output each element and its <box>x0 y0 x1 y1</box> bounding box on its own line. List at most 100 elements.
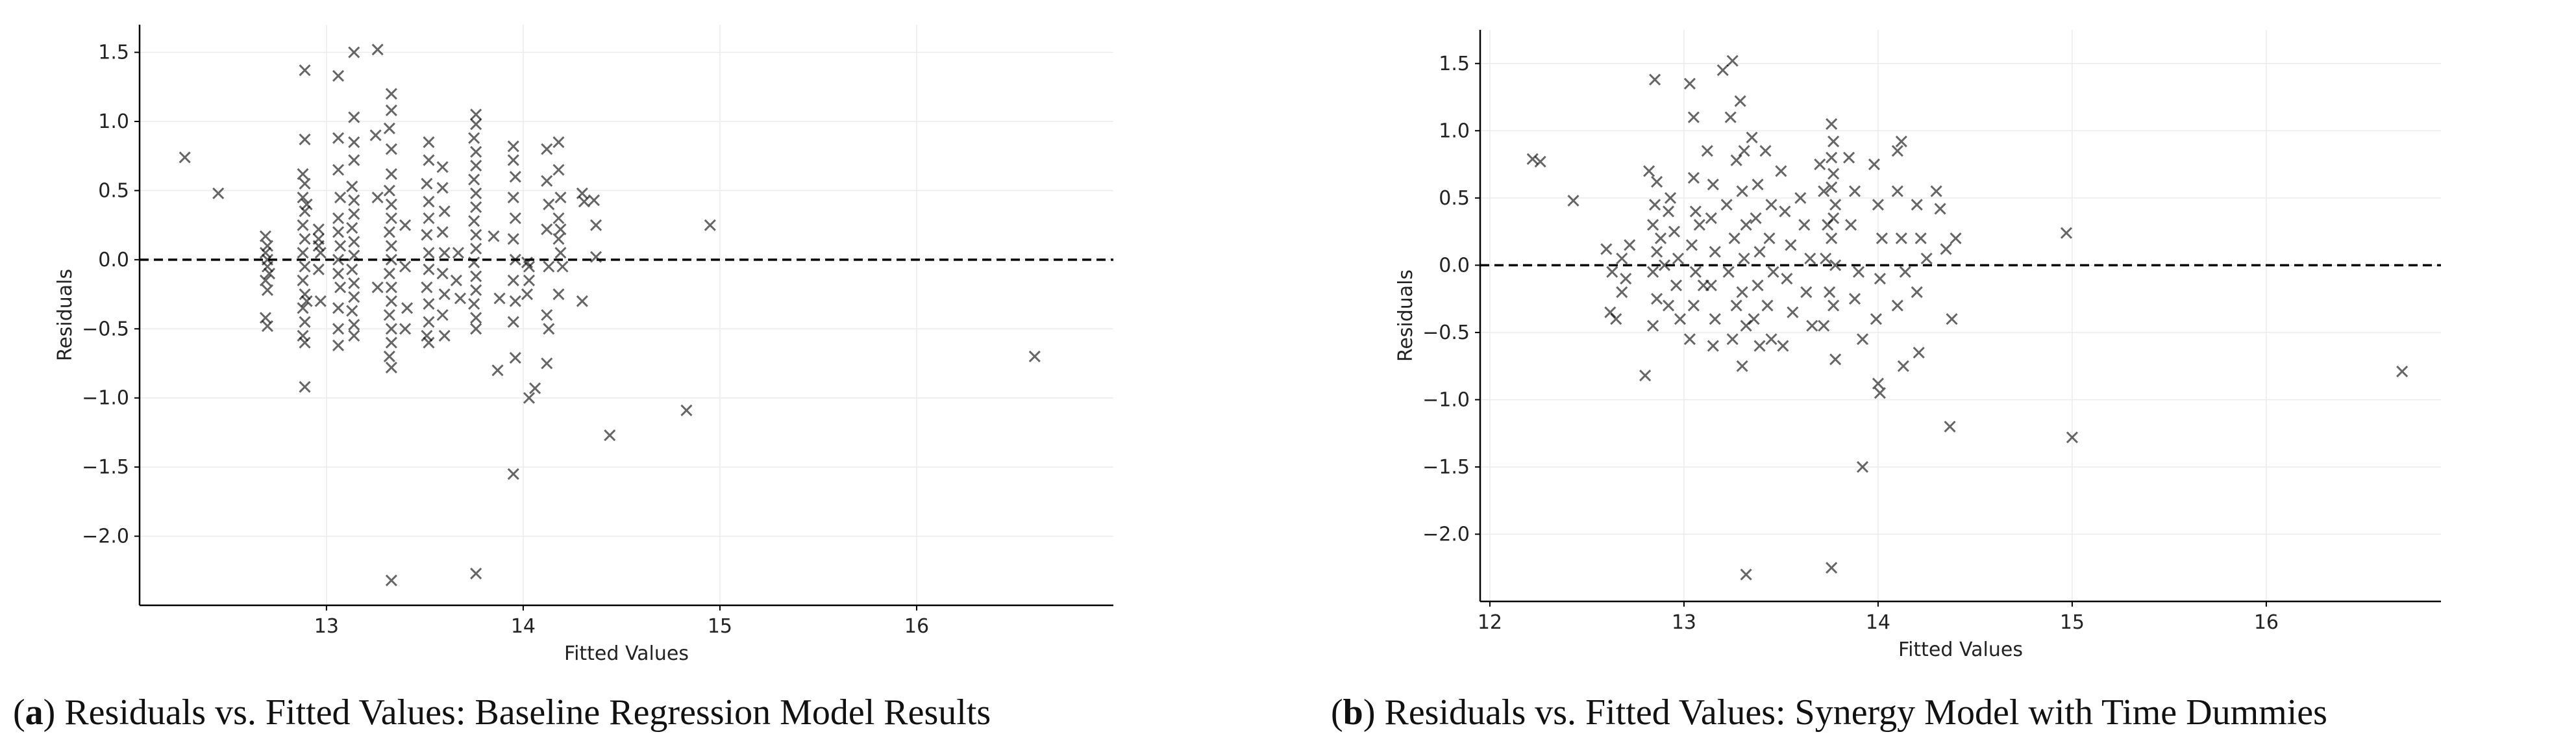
data-point <box>1870 313 1882 325</box>
data-point <box>1856 460 1869 473</box>
data-point <box>523 274 536 286</box>
data-point <box>470 242 482 255</box>
data-point <box>552 288 565 301</box>
data-point <box>1852 266 1865 278</box>
data-point <box>1913 346 1925 359</box>
data-point <box>438 205 451 218</box>
data-point <box>385 253 397 266</box>
x-axis-label: Fitted Values <box>1898 638 2023 661</box>
data-point <box>1829 353 1842 366</box>
data-point <box>1818 185 1830 197</box>
data-point <box>383 184 395 197</box>
data-point <box>1726 55 1739 67</box>
data-point <box>452 247 464 259</box>
data-point <box>1848 185 1861 197</box>
data-point <box>1779 205 1791 218</box>
y-tick-label: 0.0 <box>98 249 129 271</box>
data-point <box>1748 313 1760 325</box>
data-point <box>1826 151 1838 164</box>
data-point <box>1826 118 1838 131</box>
data-point <box>314 295 327 307</box>
data-point <box>1683 77 1696 90</box>
data-point <box>1827 299 1840 312</box>
data-point <box>552 136 565 148</box>
data-point <box>1814 158 1826 171</box>
data-point <box>468 215 480 227</box>
data-point <box>541 223 553 236</box>
data-point <box>1891 185 1903 197</box>
data-point <box>299 133 311 145</box>
data-point <box>1683 333 1696 346</box>
data-point <box>1736 360 1748 372</box>
data-point <box>1685 239 1698 251</box>
data-point <box>1940 243 1952 255</box>
data-point <box>1767 266 1779 278</box>
data-point <box>1664 192 1677 204</box>
data-point <box>470 201 482 214</box>
data-point <box>436 182 449 194</box>
data-point <box>509 212 521 225</box>
data-point <box>1526 153 1539 165</box>
data-point <box>450 274 462 286</box>
data-point <box>1826 562 1838 574</box>
data-point <box>1827 135 1840 147</box>
data-point <box>1639 370 1652 382</box>
data-point <box>436 309 449 321</box>
data-point <box>1687 111 1700 123</box>
data-point <box>259 247 271 259</box>
data-point <box>423 136 435 148</box>
caption-a-text: Residuals vs. Fitted Values: Baseline Re… <box>64 692 991 733</box>
data-point <box>297 329 309 342</box>
data-point <box>1647 320 1659 332</box>
data-point <box>334 192 347 204</box>
caption-b-text: Residuals vs. Fitted Values: Synergy Mod… <box>1384 692 2327 733</box>
data-point <box>299 205 311 218</box>
data-point <box>299 381 311 393</box>
data-point <box>541 143 553 155</box>
data-point <box>543 198 555 210</box>
data-point <box>1895 135 1907 147</box>
data-point <box>1777 340 1789 352</box>
data-point <box>1759 145 1772 157</box>
data-point <box>423 247 435 259</box>
data-point <box>509 171 521 183</box>
data-point <box>2066 431 2078 444</box>
data-point <box>523 260 536 273</box>
data-point <box>1876 232 1888 245</box>
data-point <box>385 212 397 225</box>
data-point <box>348 46 360 58</box>
data-point <box>1620 272 1632 285</box>
data-point <box>1709 246 1721 258</box>
data-point <box>297 168 309 180</box>
data-point <box>1624 239 1636 251</box>
y-tick-label: −2.0 <box>82 525 129 548</box>
data-point <box>383 309 395 321</box>
data-point <box>314 247 327 259</box>
data-point <box>1856 333 1869 346</box>
data-point <box>1689 205 1702 218</box>
data-point <box>1705 212 1717 224</box>
data-point <box>470 270 482 283</box>
data-point <box>468 173 480 186</box>
data-point <box>436 268 449 280</box>
data-point <box>385 168 397 180</box>
data-point <box>1705 279 1717 292</box>
data-point <box>332 212 345 225</box>
data-point <box>1787 306 1799 318</box>
data-point <box>1662 205 1675 218</box>
data-point <box>509 351 521 364</box>
data-point <box>261 284 274 296</box>
data-point <box>1674 313 1687 325</box>
data-point <box>1734 95 1746 107</box>
data-point <box>1763 232 1776 245</box>
data-point <box>1914 232 1927 245</box>
data-point <box>1781 272 1793 285</box>
data-point <box>179 151 191 164</box>
data-point <box>1872 377 1884 390</box>
data-point <box>1693 219 1705 231</box>
data-point <box>1785 239 1797 251</box>
data-point <box>541 357 553 370</box>
data-point <box>299 64 311 77</box>
data-point <box>1701 145 1713 157</box>
